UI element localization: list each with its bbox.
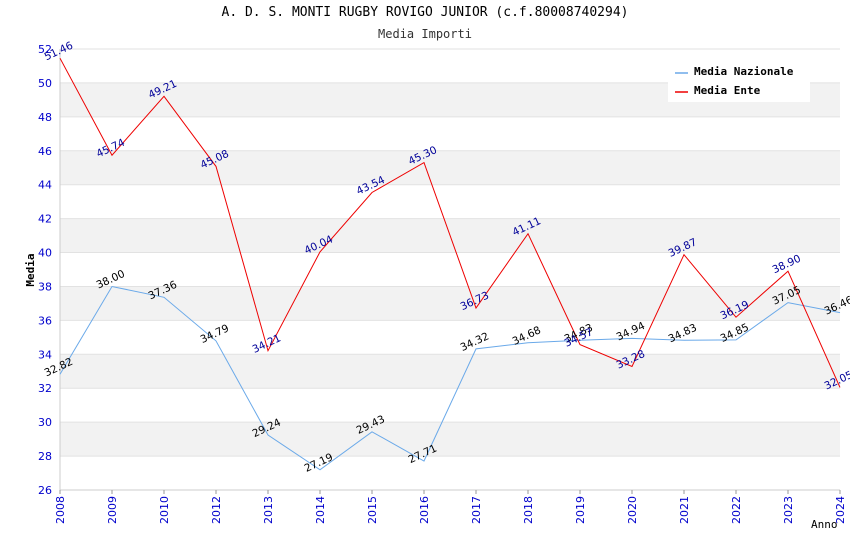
- grid-band: [60, 286, 840, 321]
- y-tick-label: 34: [38, 348, 52, 361]
- y-tick-label: 44: [38, 179, 52, 192]
- grid-lines: [59, 48, 841, 494]
- y-tick-label: 50: [38, 77, 52, 90]
- x-tick-label: 2019: [574, 496, 587, 524]
- grid-band: [60, 150, 840, 185]
- y-tick-label: 40: [38, 247, 52, 260]
- x-tick-label: 2024: [834, 496, 847, 524]
- x-tick-label: 2018: [522, 496, 535, 524]
- x-tick-label: 2023: [782, 496, 795, 524]
- grid-bands: [60, 82, 840, 457]
- data-label: 34.21: [251, 332, 283, 356]
- chart-title: A. D. S. MONTI RUGBY ROVIGO JUNIOR (c.f.…: [221, 5, 629, 20]
- y-tick-label: 32: [38, 382, 52, 395]
- x-tick-label: 2021: [678, 496, 691, 524]
- x-tick-label: 2020: [626, 496, 639, 524]
- series-lines: [59, 57, 841, 471]
- x-tick-label: 2015: [366, 496, 379, 524]
- y-axis-label: Media: [24, 253, 37, 286]
- data-label: 34.85: [719, 321, 751, 345]
- data-label: 34.32: [459, 330, 491, 354]
- x-tick-label: 2010: [158, 496, 171, 524]
- series-line-1: [59, 57, 841, 388]
- y-tick-label: 36: [38, 314, 52, 327]
- x-tick-label: 2016: [418, 496, 431, 524]
- x-axis-ticks: 2008 2009 2010 2012 2013 2014 2015 2016 2017 2018…: [54, 496, 847, 524]
- y-tick-label: 48: [38, 111, 52, 124]
- y-tick-label: 52: [38, 43, 52, 56]
- x-tick-label: 2022: [730, 496, 743, 524]
- legend-label-nazionale: Media Nazionale: [694, 65, 794, 78]
- y-axis-ticks: 26 28 30 32 34 36 38 40 42 44 46 48 50 52: [38, 43, 52, 497]
- chart-subtitle: Media Importi: [378, 27, 472, 41]
- x-tick-label: 2013: [262, 496, 275, 524]
- grid-band: [60, 354, 840, 389]
- y-tick-label: 46: [38, 145, 52, 158]
- y-tick-label: 28: [38, 450, 52, 463]
- data-label: 34.79: [199, 322, 231, 346]
- legend-label-ente: Media Ente: [694, 84, 761, 97]
- data-label: 34.83: [667, 322, 699, 346]
- data-label: 34.94: [615, 320, 648, 344]
- y-tick-label: 38: [38, 280, 52, 293]
- series-line-0: [59, 285, 841, 471]
- legend: Media Nazionale Media Ente: [668, 58, 810, 102]
- x-tick-label: 2012: [210, 496, 223, 524]
- x-tick-label: 2008: [54, 496, 67, 524]
- grid-band: [60, 422, 840, 457]
- x-axis-label: Anno: [811, 518, 838, 531]
- x-tick-label: 2014: [314, 496, 327, 524]
- x-tick-label: 2017: [470, 496, 483, 524]
- y-tick-label: 26: [38, 484, 52, 497]
- y-tick-label: 42: [38, 213, 52, 226]
- y-tick-label: 30: [38, 416, 52, 429]
- x-tick-label: 2009: [106, 496, 119, 524]
- data-label: 34.68: [511, 324, 543, 348]
